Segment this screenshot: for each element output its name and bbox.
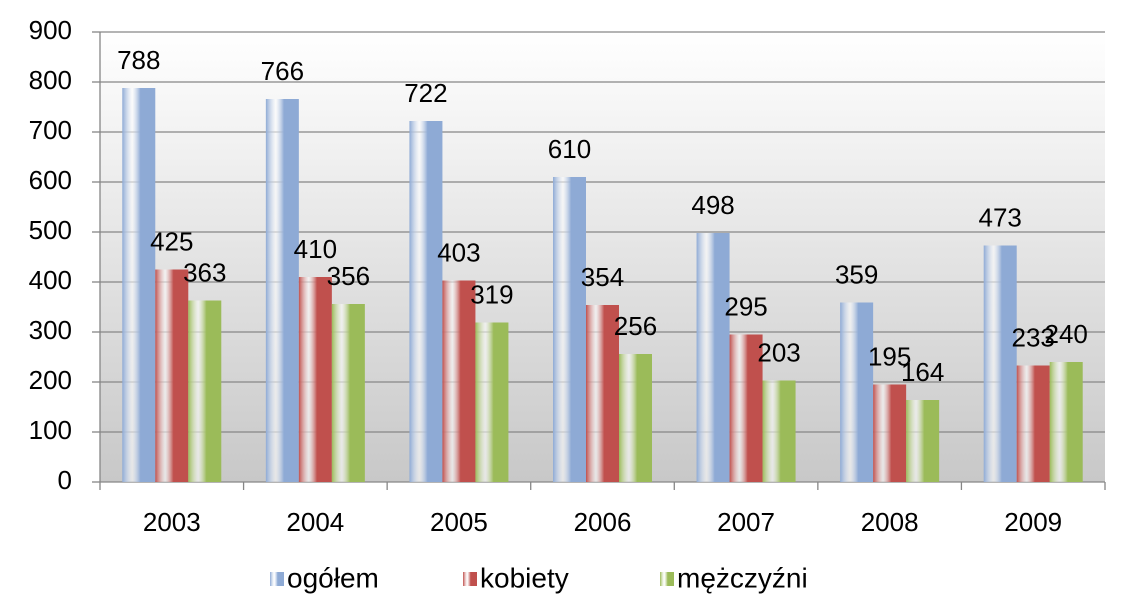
bar [331, 304, 365, 482]
y-tick-label: 900 [29, 15, 72, 45]
bar [188, 300, 222, 482]
y-tick-label: 100 [29, 415, 72, 445]
bar [840, 302, 874, 482]
value-label: 203 [757, 337, 800, 367]
x-tick-label: 2006 [574, 507, 632, 537]
legend-label: ogółem [287, 562, 379, 593]
y-tick-label: 700 [29, 115, 72, 145]
y-tick-label: 400 [29, 265, 72, 295]
value-label: 240 [1045, 319, 1088, 349]
legend-swatch [463, 572, 477, 586]
legend-label: kobiety [480, 562, 569, 593]
bar [873, 384, 907, 482]
y-tick-label: 200 [29, 365, 72, 395]
value-label: 498 [691, 190, 734, 220]
value-label: 354 [581, 262, 624, 292]
y-tick-label: 800 [29, 65, 72, 95]
value-label: 363 [183, 257, 226, 287]
value-label: 722 [404, 78, 447, 108]
value-label: 359 [835, 259, 878, 289]
value-label: 425 [150, 226, 193, 256]
x-tick-label: 2003 [143, 507, 201, 537]
value-label: 766 [261, 56, 304, 86]
value-label: 164 [901, 357, 944, 387]
value-label: 610 [548, 134, 591, 164]
y-tick-label: 0 [58, 465, 72, 495]
value-label: 788 [117, 45, 160, 75]
bar [1049, 362, 1083, 482]
x-tick-label: 2004 [286, 507, 344, 537]
bar [619, 354, 652, 482]
bar [409, 121, 443, 482]
value-label: 319 [470, 279, 513, 309]
x-tick-label: 2008 [861, 507, 919, 537]
x-tick-label: 2009 [1004, 507, 1062, 537]
value-label: 256 [614, 311, 657, 341]
y-tick-label: 300 [29, 315, 72, 345]
value-label: 356 [327, 261, 370, 291]
bar [729, 334, 763, 482]
bar [906, 400, 940, 482]
legend-swatch [660, 572, 674, 586]
bar [1016, 365, 1050, 482]
bar [442, 280, 476, 482]
bar [155, 269, 189, 482]
x-tick-label: 2005 [430, 507, 488, 537]
bar [983, 245, 1017, 482]
value-label: 403 [437, 237, 480, 267]
value-label: 295 [724, 291, 767, 321]
bar [586, 305, 619, 482]
value-label: 473 [979, 202, 1022, 232]
y-tick-label: 500 [29, 215, 72, 245]
bar [122, 88, 156, 482]
legend-label: mężczyźni [677, 562, 808, 593]
y-tick-label: 600 [29, 165, 72, 195]
bar [265, 99, 299, 482]
bar [553, 177, 586, 482]
value-label: 410 [294, 234, 337, 264]
bar [696, 233, 730, 482]
value-label: 195 [868, 341, 911, 371]
bar [475, 322, 509, 482]
x-tick-label: 2007 [717, 507, 775, 537]
value-label: 233 [1012, 322, 1055, 352]
legend-swatch [270, 572, 284, 586]
bar [762, 380, 796, 482]
bar [298, 277, 332, 482]
